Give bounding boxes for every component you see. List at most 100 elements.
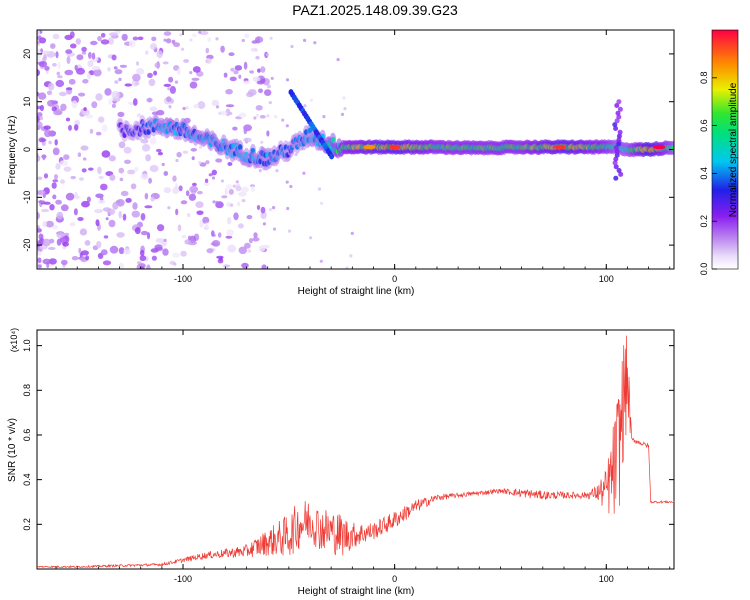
- heatmap-noise-cell: [109, 245, 119, 254]
- heatmap-noise-cell: [235, 180, 239, 184]
- heatmap-noise-cell: [111, 90, 120, 99]
- heatmap-noise-cell: [43, 125, 51, 130]
- heatmap-noise-cell: [254, 48, 258, 52]
- heatmap-noise-cell: [157, 151, 163, 156]
- heatmap-noise-cell: [96, 240, 102, 249]
- heatmap-noise-cell: [59, 160, 69, 166]
- heatmap-noise-cell: [41, 208, 50, 213]
- heatmap-noise-cell: [46, 90, 53, 96]
- heatmap-noise-cell: [118, 247, 125, 255]
- heatmap-noise-cell: [65, 192, 75, 201]
- heatmap-noise-cell: [95, 93, 103, 101]
- heatmap-noise-cell: [149, 43, 157, 50]
- heatmap-noise-cell: [76, 67, 85, 75]
- heatmap-streak-cell: [616, 137, 622, 143]
- heatmap-noise-cell: [82, 79, 89, 84]
- heatmap-noise-cell: [163, 187, 172, 194]
- heatmap-streak-cell: [617, 129, 623, 135]
- heatmap-noise-cell: [286, 206, 290, 211]
- heatmap-noise-cell: [118, 210, 122, 219]
- y-tick-label: 1.0: [22, 339, 32, 352]
- heatmap-noise-cell: [154, 62, 161, 69]
- heatmap-noise-cell: [162, 61, 169, 65]
- heatmap-noise-cell: [285, 180, 289, 184]
- heatmap-noise-cell: [127, 169, 136, 175]
- heatmap-noise-cell: [83, 107, 87, 112]
- heatmap-noise-cell: [268, 207, 273, 212]
- heatmap-noise-cell: [183, 59, 190, 63]
- heatmap-noise-cell: [101, 150, 111, 158]
- heatmap-noise-cell: [228, 52, 235, 57]
- heatmap-noise-cell: [155, 148, 162, 153]
- heatmap-streak-cell: [612, 122, 618, 128]
- heatmap-noise-cell: [175, 158, 179, 163]
- heatmap-noise-cell: [73, 208, 78, 216]
- heatmap-noise-cell: [243, 137, 252, 143]
- heatmap-noise-cell: [181, 47, 185, 51]
- heatmap-noise-cell: [37, 189, 46, 196]
- heatmap-noise-cell: [89, 128, 94, 134]
- heatmap-noise-cell: [248, 238, 253, 244]
- heatmap-noise-cell: [131, 210, 140, 218]
- heatmap-noise-cell: [176, 151, 182, 158]
- heatmap-noise-cell: [102, 207, 112, 212]
- heatmap-noise-cell: [260, 140, 264, 144]
- heatmap-streak-cell: [615, 110, 621, 116]
- heatmap-noise-cell: [50, 43, 56, 49]
- heatmap-noise-cell: [225, 202, 232, 207]
- heatmap-noise-cell: [294, 152, 298, 157]
- heatmap-noise-cell: [272, 206, 276, 210]
- heatmap-noise-cell: [111, 103, 116, 108]
- heatmap-noise-cell: [91, 101, 98, 109]
- heatmap-noise-cell: [85, 114, 94, 119]
- heatmap-noise-cell: [195, 201, 204, 209]
- page-title: PAZ1.2025.148.09.39.G23: [292, 2, 458, 18]
- heatmap-noise-cell: [243, 61, 248, 70]
- heatmap-noise-cell: [219, 257, 223, 261]
- heatmap-noise-cell: [189, 38, 193, 42]
- heatmap-noise-cell: [249, 70, 255, 74]
- heatmap-noise-cell: [44, 129, 52, 138]
- heatmap-noise-cell: [285, 124, 289, 128]
- heatmap-noise-cell: [54, 139, 58, 146]
- heatmap-noise-cell: [173, 42, 181, 48]
- heatmap-noise-cell: [81, 200, 90, 208]
- heatmap-ridge-cell: [671, 145, 674, 151]
- heatmap-noise-cell: [39, 37, 47, 44]
- heatmap-noise-cell: [88, 167, 94, 171]
- y-tick-label: 0.2: [22, 518, 32, 531]
- heatmap-noise-cell: [181, 235, 187, 239]
- heatmap-noise-cell: [235, 185, 242, 192]
- heatmap-noise-cell: [55, 51, 59, 59]
- y-tick-label: 0: [22, 147, 32, 152]
- heatmap-noise-cell: [281, 118, 285, 122]
- heatmap-noise-cell: [70, 43, 77, 49]
- heatmap-noise-cell: [37, 264, 42, 269]
- heatmap-noise-cell: [198, 145, 203, 149]
- heatmap-noise-cell: [91, 52, 96, 60]
- heatmap-noise-cell: [191, 156, 195, 161]
- heatmap-noise-cell: [109, 174, 116, 181]
- heatmap-noise-cell: [156, 50, 163, 59]
- heatmap-noise-cell: [151, 36, 157, 42]
- heatmap-noise-cell: [309, 236, 313, 240]
- heatmap-noise-cell: [177, 68, 181, 75]
- heatmap-noise-cell: [225, 235, 233, 239]
- heatmap-noise-cell: [185, 106, 189, 110]
- heatmap-noise-cell: [109, 32, 118, 37]
- heatmap-noise-cell: [244, 33, 250, 39]
- heatmap-noise-cell: [119, 177, 124, 182]
- heatmap-noise-cell: [37, 142, 40, 147]
- heatmap-noise-cell: [47, 99, 56, 107]
- heatmap-noise-cell: [73, 124, 79, 131]
- heatmap-noise-cell: [349, 254, 353, 258]
- snr-x-ticks: -100 0 100: [55, 330, 671, 584]
- heatmap-noise-cell: [65, 117, 71, 122]
- heatmap-noise-cell: [168, 104, 172, 109]
- heatmap-noise-cell: [225, 88, 233, 95]
- heatmap-noise-cell: [189, 71, 193, 75]
- heatmap-noise-cell: [124, 159, 131, 164]
- heatmap-noise-cell: [112, 201, 119, 210]
- heatmap-noise-cell: [262, 222, 266, 226]
